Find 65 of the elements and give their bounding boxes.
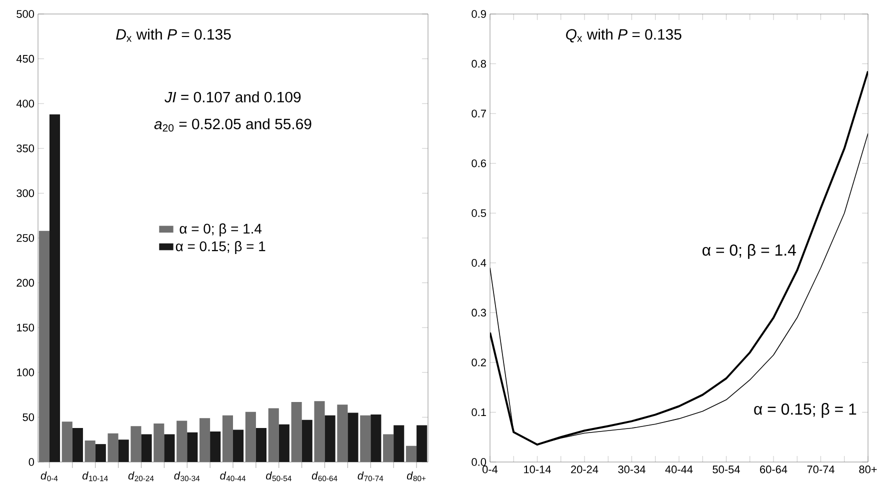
bar	[278, 424, 290, 462]
y-tick-label: 500	[16, 10, 34, 18]
series-label: α = 0.15; β = 1	[754, 403, 856, 418]
bar	[233, 430, 244, 462]
bar	[416, 425, 428, 462]
bar	[187, 432, 198, 462]
bar	[256, 428, 266, 462]
bar	[118, 440, 129, 462]
line-series	[490, 70, 868, 446]
x-tick-label: 50-54	[712, 466, 740, 474]
y-tick-label: 0.2	[472, 358, 486, 366]
y-tick-label: 200	[16, 278, 34, 287]
x-tick-label: d$_{10-14}$	[82, 472, 108, 482]
y-tick-label: 0.9	[472, 10, 486, 18]
bar	[49, 114, 60, 462]
y-tick-label: 0.5	[472, 209, 486, 217]
bar	[324, 415, 336, 462]
legend-label: α = 0; β = 1.4	[180, 223, 262, 236]
annotation: a$_{20}$ = 0.52.05 and 55.69	[154, 118, 312, 132]
x-tick-label: 10-14	[524, 466, 551, 474]
bar	[370, 414, 382, 462]
y-tick-label: 0.8	[472, 60, 486, 68]
bar	[95, 444, 106, 462]
legend-label: α = 0.15; β = 1	[176, 240, 266, 254]
bar	[302, 420, 312, 462]
y-tick-label: 450	[16, 54, 34, 63]
x-tick-label: d$_{40-44}$	[220, 472, 246, 482]
y-tick-label: 0.7	[472, 110, 486, 118]
x-tick-label: d$_{30-34}$	[174, 472, 200, 482]
y-tick-label: 0	[28, 458, 34, 466]
x-tick-label: d$_{60-64}$	[312, 472, 338, 482]
x-tick-label: 80+	[859, 466, 877, 474]
bar	[394, 425, 404, 462]
x-tick-label: 40-44	[665, 466, 693, 474]
bar	[72, 428, 83, 462]
y-tick-label: 300	[16, 189, 34, 198]
x-tick-label: 60-64	[760, 466, 788, 474]
y-tick-label: 50	[22, 413, 34, 422]
x-tick-label: d$_{20-24}$	[128, 472, 154, 482]
x-tick-label: 0-4	[482, 466, 498, 474]
y-tick-label: 0.1	[472, 408, 486, 416]
x-tick-label: d$_{80+}$	[406, 472, 426, 482]
series-label: α = 0; β = 1.4	[702, 244, 796, 259]
y-tick-label: 350	[16, 144, 34, 152]
annotation: JI = 0.107 and 0.109	[164, 91, 301, 102]
bar	[348, 412, 358, 462]
y-tick-label: 250	[16, 234, 34, 242]
x-tick-label: 70-74	[807, 466, 834, 474]
text: D$_{x}$ with P = 0.135	[116, 28, 231, 42]
bar	[141, 434, 152, 462]
text: Q$_{x}$ with P = 0.135	[566, 28, 682, 42]
x-tick-label: 20-24	[571, 466, 598, 474]
x-tick-label: d$_{0-4}$	[40, 472, 58, 482]
y-tick-label: 150	[17, 324, 34, 332]
bar	[164, 434, 175, 462]
y-tick-label: 0.4	[472, 259, 486, 267]
y-tick-label: 0.6	[472, 159, 486, 168]
y-tick-label: 0.0	[472, 458, 486, 466]
bar	[210, 432, 221, 462]
x-tick-label: d$_{50-54}$	[266, 472, 292, 482]
y-tick-label: 100	[17, 368, 34, 376]
y-tick-label: 0.3	[472, 308, 486, 317]
x-tick-label: d$_{70-74}$	[358, 472, 384, 482]
x-tick-label: 30-34	[618, 466, 646, 474]
y-tick-label: 400	[16, 100, 34, 108]
